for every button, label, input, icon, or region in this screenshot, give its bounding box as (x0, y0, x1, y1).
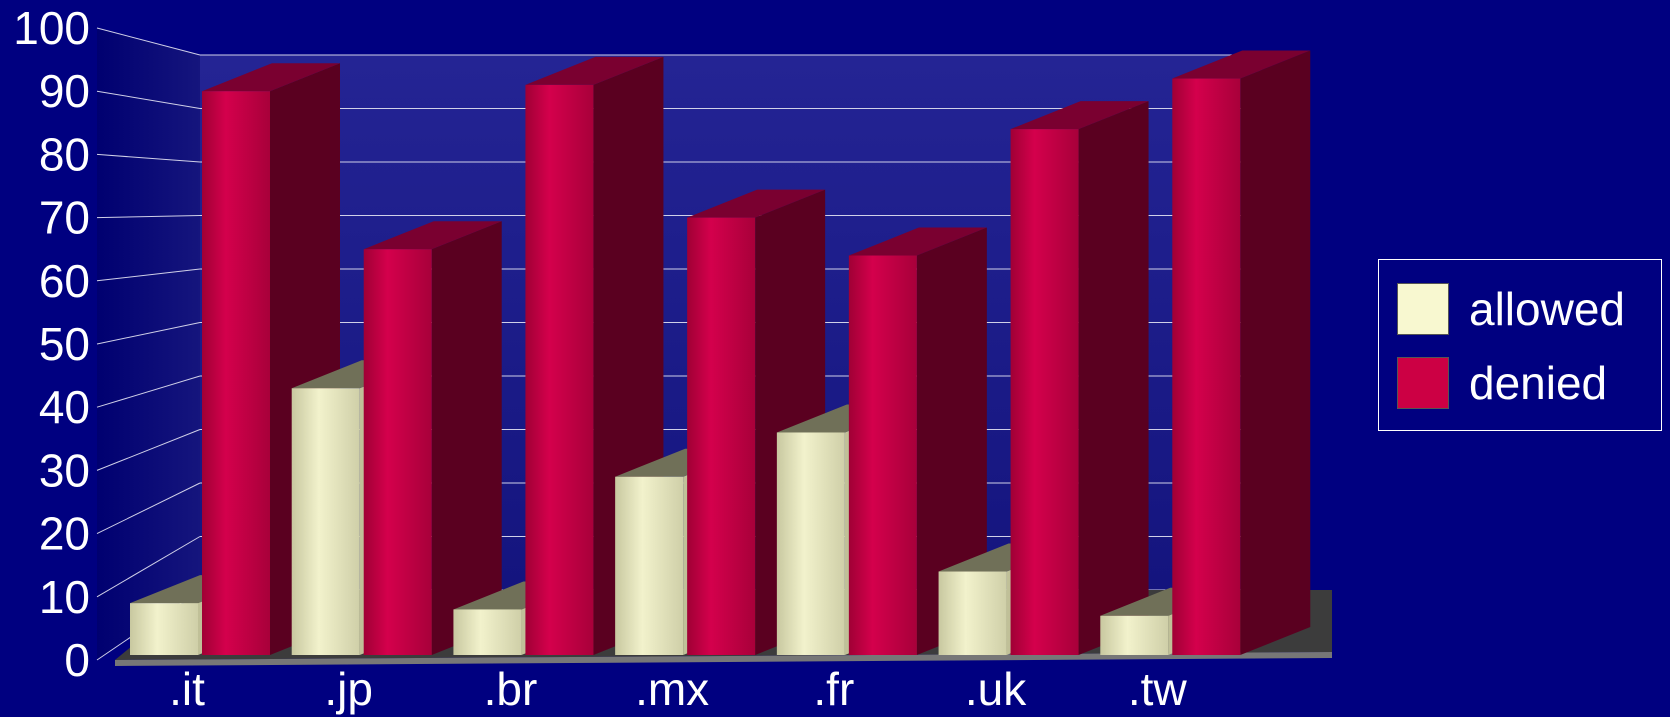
bar-front (130, 603, 198, 655)
legend: allowed denied (1378, 259, 1662, 431)
bar-front (453, 609, 522, 655)
bar-denied-it (202, 63, 340, 655)
x-tick-label: .tw (1128, 663, 1188, 715)
gridline-side (96, 429, 201, 471)
bar-side (916, 227, 987, 655)
bar-top (525, 56, 664, 85)
bar-front (615, 476, 684, 655)
legend-swatch-allowed (1397, 283, 1449, 335)
x-tick-label: .mx (635, 663, 709, 715)
gridline-side (96, 27, 201, 56)
floor-edge (115, 652, 1332, 666)
gridline-side (96, 215, 201, 219)
bar-side (1078, 101, 1149, 656)
bar-front (938, 571, 1007, 655)
bar-front (363, 249, 432, 655)
y-tick-label: 40 (39, 381, 90, 433)
y-tick-label: 0 (64, 634, 90, 686)
x-tick-label: .uk (965, 663, 1027, 715)
bar-front (291, 388, 360, 655)
x-tick-label: .fr (813, 663, 854, 715)
bar-side (431, 221, 502, 655)
bar-front (1100, 615, 1169, 655)
gridline-side (96, 482, 201, 535)
bar-denied-br (525, 56, 664, 655)
gridline-side (96, 268, 201, 282)
bar-top (202, 63, 340, 92)
bar-top (1172, 50, 1311, 79)
y-tick-label: 70 (39, 192, 90, 244)
y-tick-label: 20 (39, 508, 90, 560)
x-tick-label: .it (169, 663, 205, 715)
bar-top (1010, 101, 1149, 130)
y-tick-label: 100 (13, 2, 90, 54)
bar-front (848, 255, 917, 655)
legend-item-allowed: allowed (1397, 282, 1625, 336)
bar-front (776, 432, 845, 655)
x-tick-label: .jp (324, 663, 373, 715)
gridline-side (96, 375, 201, 408)
bar-denied-tw (1172, 50, 1311, 656)
bar-front (525, 84, 594, 655)
gridline-side (96, 153, 201, 163)
y-tick-label: 30 (39, 444, 90, 496)
bar-front (687, 217, 756, 655)
bar-top (848, 227, 987, 256)
gridline-side (96, 322, 201, 345)
legend-label-denied: denied (1469, 357, 1608, 409)
bar-top (363, 221, 502, 250)
legend-label-allowed: allowed (1469, 283, 1625, 335)
bar-front (1010, 129, 1079, 655)
legend-swatch-denied (1397, 357, 1449, 409)
bar-front (1172, 78, 1241, 655)
gridline-side (96, 536, 201, 598)
y-tick-label: 90 (39, 65, 90, 117)
bar-side (1240, 50, 1311, 656)
bar-denied-jp (363, 221, 502, 655)
legend-item-denied: denied (1397, 356, 1607, 410)
bar-front (202, 91, 270, 655)
bar-top (687, 189, 826, 218)
gridline-side (96, 90, 201, 109)
y-tick-label: 10 (39, 571, 90, 623)
y-tick-label: 50 (39, 318, 90, 370)
x-tick-label: .br (484, 663, 538, 715)
y-tick-label: 60 (39, 255, 90, 307)
bar-denied-fr (848, 227, 987, 655)
bar-denied-uk (1010, 101, 1149, 656)
side-wall (97, 28, 200, 660)
y-tick-label: 80 (39, 128, 90, 180)
